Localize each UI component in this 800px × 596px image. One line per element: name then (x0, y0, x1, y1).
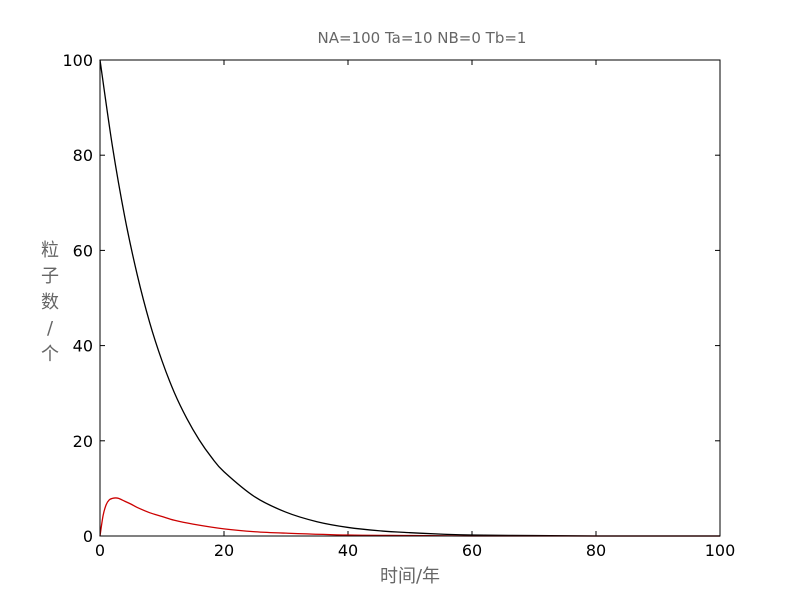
y-tick-label: 80 (73, 146, 93, 165)
y-axis: 0 20 40 60 80 100 (62, 51, 720, 546)
x-tick-label: 100 (705, 541, 736, 560)
y-axis-label-char: 子 (41, 266, 59, 287)
y-axis-label-char: 数 (41, 292, 59, 313)
x-tick-label: 20 (214, 541, 234, 560)
y-axis-label: 粒子数 / 个 (41, 240, 59, 365)
y-axis-label-char: 个 (41, 344, 59, 365)
x-tick-label: 0 (95, 541, 105, 560)
plot-frame (99, 59, 721, 537)
x-tick-label: 80 (586, 541, 606, 560)
y-axis-label-char: / (47, 318, 54, 339)
series-line-1 (99, 59, 720, 537)
chart-title: NA=100 Ta=10 NB=0 Tb=1 (318, 29, 527, 47)
y-tick-label: 60 (73, 241, 93, 260)
y-tick-label: 40 (73, 337, 93, 356)
y-tick-label: 100 (62, 51, 93, 70)
x-tick-label: 60 (462, 541, 482, 560)
plot-series (99, 59, 720, 537)
y-tick-label: 20 (73, 432, 93, 451)
x-tick-label: 40 (338, 541, 358, 560)
x-axis: 0 20 40 60 80 100 (95, 60, 735, 560)
x-axis-label: 时间/年 (380, 566, 440, 587)
y-axis-label-char: 粒 (41, 240, 59, 261)
series-line-2 (99, 497, 720, 537)
y-tick-label: 0 (83, 527, 93, 546)
